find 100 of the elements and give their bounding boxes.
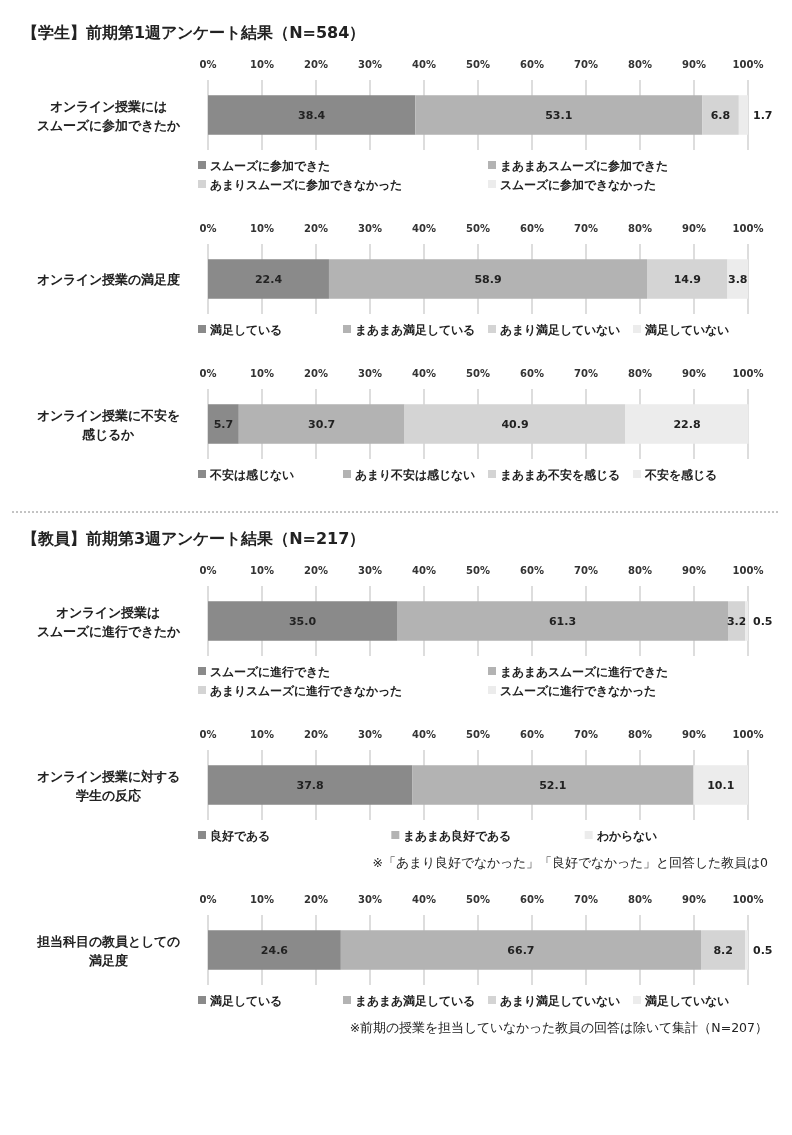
y-tick-label: オンライン授業に不安を感じるか <box>36 407 180 442</box>
x-tick-label: 40% <box>412 894 436 905</box>
data-label: 38.4 <box>298 109 326 122</box>
legend-label: あまりスムーズに参加できなかった <box>210 178 402 192</box>
legend-label: スムーズに進行できた <box>210 665 330 679</box>
bar <box>701 930 746 970</box>
x-tick-label: 0% <box>199 565 217 576</box>
x-tick-label: 100% <box>732 368 764 379</box>
bar <box>208 765 413 805</box>
y-tick-label: オンライン授業にはスムーズに参加できたか <box>36 98 181 133</box>
x-tick-label: 40% <box>412 729 436 740</box>
x-tick-label: 60% <box>520 59 544 70</box>
data-label: 30.7 <box>308 418 336 431</box>
x-tick-label: 100% <box>732 223 764 234</box>
legend-label: 良好である <box>210 829 270 843</box>
data-label: 10.1 <box>707 779 735 792</box>
data-label: 22.4 <box>254 273 283 286</box>
data-label: 58.9 <box>474 273 502 286</box>
x-tick-label: 50% <box>466 565 490 576</box>
x-tick-label: 70% <box>574 565 598 576</box>
x-tick-label: 100% <box>732 729 764 740</box>
data-label: 66.7 <box>507 944 535 957</box>
chart-title: 【教員】前期第3週アンケート結果（N=217） <box>22 529 366 548</box>
legend-label: まあまあ満足している <box>355 994 475 1008</box>
x-tick-label: 0% <box>199 368 217 379</box>
x-tick-label: 100% <box>732 565 764 576</box>
x-tick-label: 100% <box>732 59 764 70</box>
x-tick-label: 50% <box>466 368 490 379</box>
bar <box>727 259 748 299</box>
data-label: 6.8 <box>710 109 731 122</box>
text: ※「あまり良好でなかった」「良好でなかった」と回答した教員は0 <box>372 855 769 870</box>
bar <box>745 601 748 641</box>
data-label: 40.9 <box>501 418 529 431</box>
bar <box>208 404 239 444</box>
x-tick-label: 70% <box>574 59 598 70</box>
x-tick-label: 60% <box>520 729 544 740</box>
x-tick-label: 80% <box>628 59 652 70</box>
x-tick-label: 10% <box>250 729 274 740</box>
data-label: 0.5 <box>753 944 773 957</box>
legend-label: あまり満足していない <box>500 994 620 1008</box>
text: ※前期の授業を担当していなかった教員の回答は除いて集計（N=207） <box>349 1020 768 1035</box>
data-label: 52.1 <box>539 779 567 792</box>
x-tick-label: 80% <box>628 223 652 234</box>
data-label: 37.8 <box>296 779 324 792</box>
x-tick-label: 90% <box>682 894 706 905</box>
x-tick-label: 60% <box>520 894 544 905</box>
data-label: 14.9 <box>673 273 701 286</box>
legend-label: あまり満足していない <box>500 323 620 337</box>
data-label: 1.7 <box>753 109 773 122</box>
data-label: 22.8 <box>673 418 701 431</box>
data-label: 0.5 <box>753 615 773 628</box>
y-tick-label: 担当科目の教員としての満足度 <box>35 933 180 968</box>
x-tick-label: 30% <box>358 368 382 379</box>
x-tick-label: 0% <box>199 729 217 740</box>
x-tick-label: 50% <box>466 894 490 905</box>
x-tick-label: 20% <box>304 729 328 740</box>
legend-label: あまりスムーズに進行できなかった <box>210 684 402 698</box>
legend-label: わからない <box>595 829 657 843</box>
x-tick-label: 60% <box>520 565 544 576</box>
x-tick-label: 70% <box>574 894 598 905</box>
x-tick-label: 80% <box>628 729 652 740</box>
x-tick-label: 90% <box>682 368 706 379</box>
legend-label: 満足していない <box>644 323 729 337</box>
legend-label: まあまあ満足している <box>355 323 475 337</box>
chart-title: 【学生】前期第1週アンケート結果（N=584） <box>22 23 366 42</box>
x-tick-label: 90% <box>682 565 706 576</box>
x-tick-label: 80% <box>628 894 652 905</box>
x-tick-label: 70% <box>574 368 598 379</box>
x-tick-label: 30% <box>358 729 382 740</box>
x-tick-label: 40% <box>412 223 436 234</box>
bar <box>647 259 728 299</box>
bar <box>693 765 748 805</box>
bar <box>745 930 748 970</box>
data-label: 3.2 <box>726 615 747 628</box>
x-tick-label: 40% <box>412 368 436 379</box>
legend-label: スムーズに進行できなかった <box>500 684 656 698</box>
x-tick-label: 60% <box>520 223 544 234</box>
legend-label: まあまあスムーズに参加できた <box>500 159 668 173</box>
bar <box>738 95 748 135</box>
data-label: 5.7 <box>213 418 234 431</box>
data-label: 35.0 <box>288 615 317 628</box>
x-tick-label: 50% <box>466 223 490 234</box>
legend-label: 不安は感じない <box>209 468 294 482</box>
y-tick-label: オンライン授業の満足度 <box>36 272 180 287</box>
legend-label: スムーズに参加できた <box>210 159 330 173</box>
x-tick-label: 20% <box>304 368 328 379</box>
x-tick-label: 20% <box>304 565 328 576</box>
x-tick-label: 30% <box>358 59 382 70</box>
bar <box>702 95 739 135</box>
x-tick-label: 30% <box>358 894 382 905</box>
x-tick-label: 0% <box>199 59 217 70</box>
bar <box>208 259 329 299</box>
legend-label: まあまあ良好である <box>403 829 512 843</box>
x-tick-label: 50% <box>466 729 490 740</box>
x-tick-label: 70% <box>574 729 598 740</box>
bar <box>208 95 416 135</box>
x-tick-label: 90% <box>682 729 706 740</box>
bar <box>208 930 341 970</box>
x-tick-label: 10% <box>250 565 274 576</box>
x-tick-label: 90% <box>682 59 706 70</box>
